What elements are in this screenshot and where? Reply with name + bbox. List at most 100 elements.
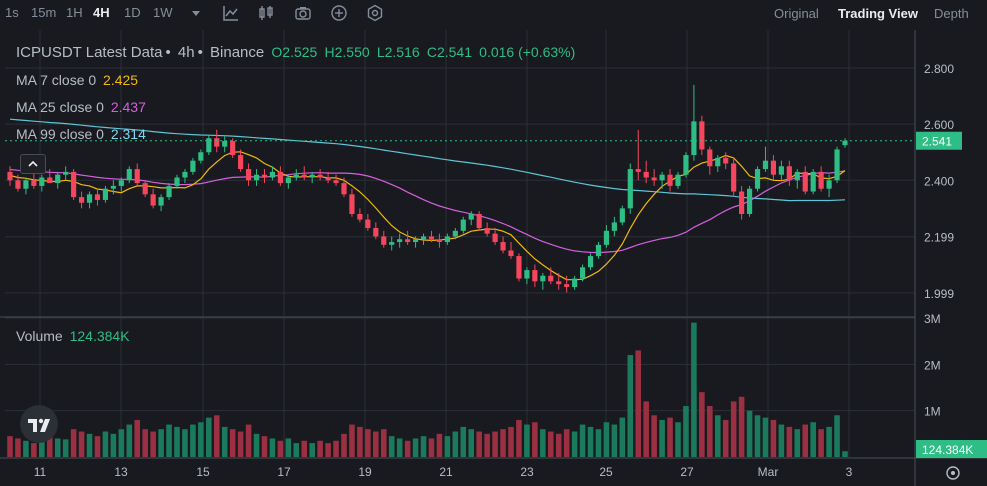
line-chart-icon[interactable] bbox=[222, 4, 240, 22]
interval-1w[interactable]: 1W bbox=[153, 5, 173, 20]
candle-body bbox=[699, 121, 705, 150]
interval-15m[interactable]: 15m bbox=[31, 5, 57, 20]
legend-high: H2.550 bbox=[324, 44, 370, 60]
volume-bar bbox=[94, 436, 101, 457]
candle-body bbox=[341, 183, 347, 195]
volume-bar bbox=[810, 422, 816, 457]
ma25-line bbox=[9, 168, 846, 254]
candle-body bbox=[222, 141, 228, 147]
volume-bar bbox=[150, 431, 156, 457]
candle-body bbox=[365, 219, 371, 229]
tradingview-logo[interactable] bbox=[20, 405, 58, 443]
date-tick-label: Mar bbox=[758, 465, 779, 479]
candle-body bbox=[285, 177, 291, 184]
volume-bar bbox=[110, 433, 117, 457]
add-indicator-icon[interactable] bbox=[330, 4, 348, 22]
interval-1d[interactable]: 1D bbox=[124, 5, 141, 20]
view-trading-view[interactable]: Trading View bbox=[838, 6, 918, 21]
candle-body bbox=[63, 171, 69, 175]
volume-bar bbox=[555, 433, 562, 457]
volume-bar bbox=[39, 433, 45, 457]
volume-bar bbox=[182, 429, 188, 457]
candle-body bbox=[516, 256, 522, 279]
date-tick-label: 11 bbox=[34, 465, 47, 479]
volume-bar bbox=[301, 440, 308, 457]
candle-body bbox=[333, 180, 339, 184]
ma99-value: 2.314 bbox=[110, 126, 146, 142]
volume-bar bbox=[786, 426, 793, 457]
candle-body bbox=[102, 188, 109, 200]
volume-bar bbox=[357, 426, 363, 457]
candle-body bbox=[245, 169, 252, 181]
volume-bar bbox=[802, 424, 809, 457]
volume-bar bbox=[62, 439, 69, 457]
volume-legend: Volume 124.384K bbox=[16, 328, 133, 344]
settings-icon[interactable] bbox=[366, 4, 384, 22]
volume-bar bbox=[54, 438, 61, 457]
volume-bar bbox=[667, 417, 673, 457]
view-depth[interactable]: Depth bbox=[934, 6, 969, 21]
ma25-legend[interactable]: MA 25 close 0 2.437 bbox=[16, 99, 149, 115]
date-tick-label: 19 bbox=[358, 465, 372, 479]
axis-settings-icon bbox=[946, 466, 960, 480]
volume-bar bbox=[508, 426, 514, 457]
ma7-value: 2.425 bbox=[103, 72, 139, 88]
volume-bar bbox=[659, 419, 665, 457]
volume-bar bbox=[237, 431, 244, 457]
date-tick-label: 21 bbox=[439, 465, 453, 479]
candle-body bbox=[794, 171, 800, 181]
candle-body bbox=[810, 171, 816, 192]
volume-bar bbox=[404, 440, 411, 457]
candle-body bbox=[253, 174, 260, 181]
volume-bar bbox=[253, 433, 260, 457]
price-tick-label: 1.999 bbox=[924, 287, 954, 301]
volume-bar bbox=[142, 429, 148, 457]
candle-body bbox=[842, 140, 848, 146]
view-original[interactable]: Original bbox=[774, 6, 819, 21]
camera-icon[interactable] bbox=[294, 4, 312, 22]
candle-body bbox=[381, 236, 387, 245]
interval-1h[interactable]: 1H bbox=[66, 5, 83, 20]
volume-bar bbox=[587, 426, 594, 457]
candle-body bbox=[436, 239, 443, 243]
candle-body bbox=[460, 219, 466, 231]
date-tick-label: 23 bbox=[520, 465, 534, 479]
volume-bar bbox=[699, 392, 705, 457]
candle-body bbox=[39, 177, 45, 186]
volume-bar bbox=[245, 424, 252, 457]
candle-body bbox=[627, 169, 633, 209]
interval-1s[interactable]: 1s bbox=[5, 5, 19, 20]
price-tick-label: 2.199 bbox=[924, 231, 954, 245]
candle-body bbox=[86, 194, 93, 203]
volume-bar bbox=[102, 431, 109, 457]
candle-body bbox=[389, 242, 395, 245]
volume-bar bbox=[484, 433, 490, 457]
symbol-legend: ICPUSDT Latest Data • 4h • Binance O2.525 … bbox=[16, 44, 576, 61]
candle-body bbox=[524, 270, 530, 279]
collapse-legend-button[interactable] bbox=[20, 154, 46, 174]
candle-body bbox=[55, 174, 61, 184]
candle-body bbox=[603, 230, 610, 245]
legend-close: C2.541 bbox=[426, 44, 472, 60]
chart-grid bbox=[0, 30, 987, 486]
ma7-legend[interactable]: MA 7 close 0 2.425 bbox=[16, 72, 141, 88]
candle-body bbox=[643, 171, 649, 178]
interval-4h[interactable]: 4H bbox=[93, 5, 110, 20]
ma99-legend[interactable]: MA 99 close 0 2.314 bbox=[16, 126, 149, 142]
volume-bar bbox=[492, 431, 498, 457]
volume-bar bbox=[341, 433, 347, 457]
price-chart[interactable]: 2.800 2.600 2.400 2.199 1.999 3M 2M 1M 11 13 15 17 1… bbox=[0, 26, 987, 486]
volume-bar bbox=[675, 422, 681, 457]
candle-body bbox=[420, 236, 427, 240]
candlestick-icon[interactable] bbox=[257, 4, 275, 22]
candle-body bbox=[739, 191, 745, 214]
candle-body bbox=[94, 194, 101, 200]
volume-bar bbox=[746, 410, 753, 457]
legend-low: L2.516 bbox=[376, 44, 420, 60]
candle-body bbox=[683, 155, 689, 175]
caret-down-icon[interactable] bbox=[187, 4, 205, 22]
volume-bar bbox=[643, 401, 649, 457]
volume-bar bbox=[388, 436, 395, 457]
candle-body bbox=[754, 169, 761, 189]
candle-body bbox=[635, 169, 641, 172]
